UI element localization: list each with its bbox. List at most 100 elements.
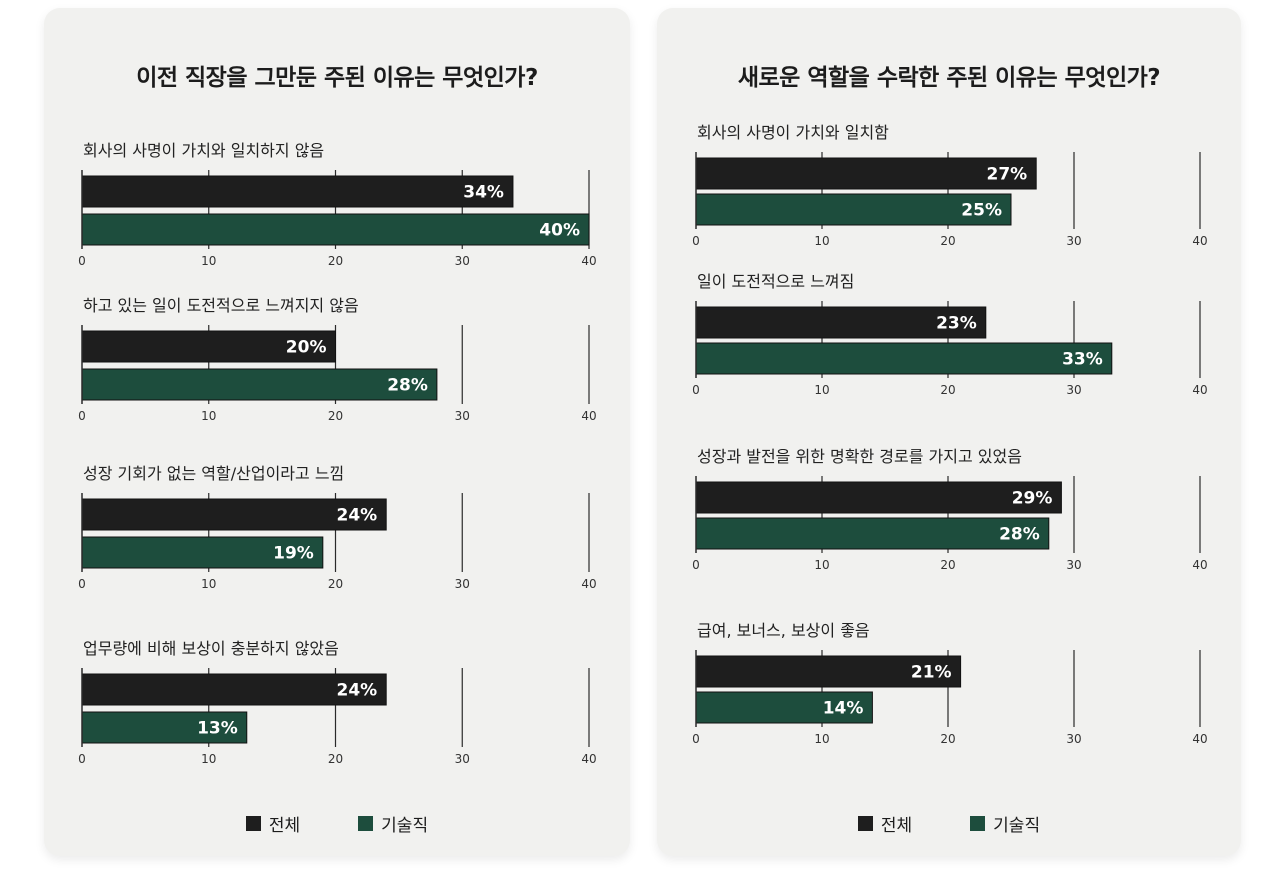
tick-label: 10 xyxy=(201,577,216,591)
bar-group: 일이 도전적으로 느껴짐 23% 33% 0 10 20 30 40 xyxy=(692,272,1207,397)
tick-label: 20 xyxy=(328,577,343,591)
tick-label: 0 xyxy=(78,752,86,766)
bar-tech xyxy=(81,711,248,744)
value-label: 28% xyxy=(999,525,1040,545)
tick-label: 0 xyxy=(78,254,86,268)
tick-label: 30 xyxy=(455,577,470,591)
tick-label: 10 xyxy=(814,732,829,746)
tick-label: 0 xyxy=(692,383,700,397)
bar-overall xyxy=(81,673,387,706)
value-label: 40% xyxy=(539,221,580,241)
tick-label: 30 xyxy=(1066,383,1081,397)
category-label: 회사의 사명이 가치와 일치하지 않음 xyxy=(83,141,324,160)
bar-group: 성장과 발전을 위한 명확한 경로를 가지고 있었음 29% 28% 0 10 20 30 4… xyxy=(692,447,1207,572)
tick-label: 10 xyxy=(201,752,216,766)
tick-label: 40 xyxy=(581,752,596,766)
bar-group: 회사의 사명이 가치와 일치함 27% 25% 0 10 20 30 40 xyxy=(692,123,1207,248)
value-label: 33% xyxy=(1062,350,1103,370)
bar-group: 회사의 사명이 가치와 일치하지 않음 34% 40% 0 10 20 30 40 xyxy=(78,141,596,268)
bar-overall xyxy=(81,330,336,363)
tick-label: 30 xyxy=(1066,558,1081,572)
value-label: 27% xyxy=(986,165,1027,185)
legend-item-overall: 전체 xyxy=(857,811,913,836)
legend-swatch-tech xyxy=(970,816,986,831)
tick-label: 10 xyxy=(201,254,216,268)
value-label: 34% xyxy=(463,183,504,203)
legend: 전체 기술직 xyxy=(657,811,1241,836)
tick-label: 30 xyxy=(455,254,470,268)
legend-item-tech: 기술직 xyxy=(358,811,428,836)
tick-label: 20 xyxy=(328,254,343,268)
tick-label: 40 xyxy=(581,409,596,423)
tick-label: 40 xyxy=(1192,383,1207,397)
tick-label: 30 xyxy=(455,752,470,766)
tick-label: 40 xyxy=(1192,558,1207,572)
legend-swatch-overall xyxy=(245,816,261,831)
chart-panel-left: 이전 직장을 그만둔 주된 이유는 무엇인가? 회사의 사명이 가치와 일치하지… xyxy=(44,8,630,856)
tick-label: 30 xyxy=(1066,732,1081,746)
bar-tech xyxy=(695,517,1050,550)
chart-title: 새로운 역할을 수락한 주된 이유는 무엇인가? xyxy=(737,65,1161,91)
tick-label: 40 xyxy=(1192,234,1207,248)
tick-label: 40 xyxy=(1192,732,1207,746)
bar-overall xyxy=(695,157,1037,190)
chart-title: 이전 직장을 그만둔 주된 이유는 무엇인가? xyxy=(136,65,538,91)
value-label: 23% xyxy=(936,314,977,334)
legend: 전체 기술직 xyxy=(44,811,630,836)
legend-label-overall: 전체 xyxy=(880,816,913,836)
tick-label: 0 xyxy=(78,577,86,591)
value-label: 28% xyxy=(387,376,428,396)
tick-label: 0 xyxy=(692,732,700,746)
legend-swatch-tech xyxy=(358,816,374,831)
tick-label: 10 xyxy=(814,558,829,572)
tick-label: 20 xyxy=(328,752,343,766)
tick-label: 30 xyxy=(1066,234,1081,248)
tick-label: 20 xyxy=(940,558,955,572)
bar-overall xyxy=(695,481,1062,514)
tick-label: 20 xyxy=(328,409,343,423)
tick-label: 10 xyxy=(814,383,829,397)
legend-item-overall: 전체 xyxy=(245,811,301,836)
tick-label: 0 xyxy=(692,558,700,572)
category-label: 하고 있는 일이 도전적으로 느껴지지 않음 xyxy=(83,296,359,315)
chart-panel-right: 새로운 역할을 수락한 주된 이유는 무엇인가? 회사의 사명이 가치와 일치함… xyxy=(657,8,1241,856)
bar-group: 성장 기회가 없는 역할/산업이라고 느낌 24% 19% 0 10 20 30 40 xyxy=(78,464,596,591)
category-label: 성장과 발전을 위한 명확한 경로를 가지고 있었음 xyxy=(697,447,1022,466)
category-label: 급여, 보너스, 보상이 좋음 xyxy=(697,621,870,640)
value-label: 24% xyxy=(336,506,377,526)
category-label: 일이 도전적으로 느껴짐 xyxy=(697,272,854,291)
category-label: 업무량에 비해 보상이 충분하지 않았음 xyxy=(83,639,339,658)
value-label: 25% xyxy=(961,201,1002,221)
value-label: 29% xyxy=(1012,489,1053,509)
value-label: 20% xyxy=(286,338,327,358)
tick-label: 0 xyxy=(78,409,86,423)
legend-label-overall: 전체 xyxy=(268,816,301,836)
tick-label: 0 xyxy=(692,234,700,248)
bar-tech xyxy=(81,213,590,246)
legend-label-tech: 기술직 xyxy=(381,816,429,836)
bar-tech xyxy=(81,368,438,401)
bar-overall xyxy=(81,175,514,208)
bar-tech xyxy=(695,193,1012,226)
value-label: 24% xyxy=(336,681,377,701)
legend-swatch-overall xyxy=(857,816,873,831)
bar-group: 하고 있는 일이 도전적으로 느껴지지 않음 20% 28% 0 10 20 30 40 xyxy=(78,296,596,423)
tick-label: 30 xyxy=(455,409,470,423)
tick-label: 20 xyxy=(940,383,955,397)
tick-label: 10 xyxy=(814,234,829,248)
value-label: 14% xyxy=(823,699,864,719)
tick-label: 20 xyxy=(940,234,955,248)
tick-label: 10 xyxy=(201,409,216,423)
category-label: 회사의 사명이 가치와 일치함 xyxy=(697,123,889,142)
tick-label: 40 xyxy=(581,577,596,591)
value-label: 19% xyxy=(273,544,314,564)
tick-label: 20 xyxy=(940,732,955,746)
bar-group: 급여, 보너스, 보상이 좋음 21% 14% 0 10 20 30 40 xyxy=(692,621,1207,746)
tick-label: 40 xyxy=(581,254,596,268)
bar-tech xyxy=(695,691,873,724)
bar-tech xyxy=(695,342,1113,375)
value-label: 21% xyxy=(911,663,952,683)
category-label: 성장 기회가 없는 역할/산업이라고 느낌 xyxy=(83,464,344,483)
bar-group: 업무량에 비해 보상이 충분하지 않았음 24% 13% 0 10 20 30 40 xyxy=(78,639,596,766)
